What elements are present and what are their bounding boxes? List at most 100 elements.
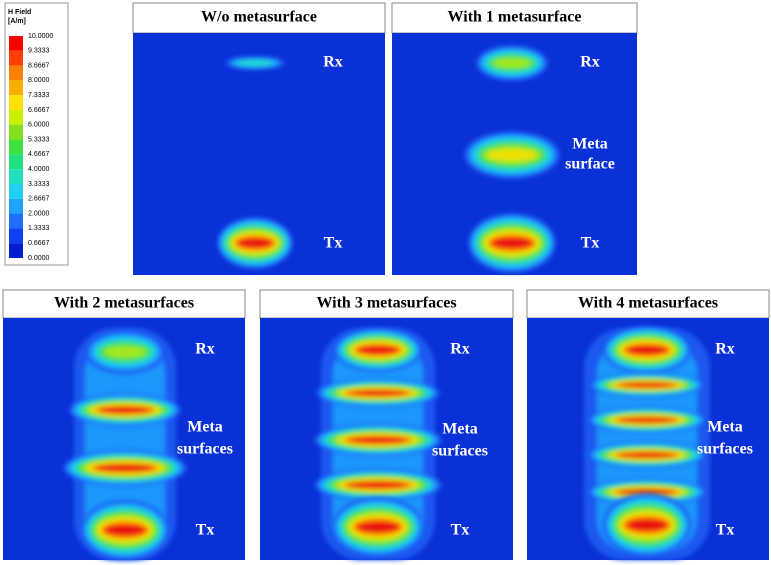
- legend-label: 10.0000: [28, 33, 53, 40]
- panel-title: With 3 metasurfaces: [316, 295, 456, 312]
- legend-swatch: [9, 213, 23, 229]
- field-blob: [464, 131, 560, 179]
- field-contour: [236, 60, 274, 66]
- meta-label: Meta: [572, 136, 608, 153]
- legend-label: 5.3333: [28, 136, 50, 143]
- field-blob: [316, 379, 440, 407]
- field-contour: [349, 390, 407, 396]
- meta-label: Meta: [707, 419, 743, 436]
- field-blob: [603, 493, 691, 557]
- title-box: [132, 2, 386, 34]
- field-contour: [96, 464, 154, 472]
- legend-swatch: [9, 243, 23, 258]
- legend-label: 2.0000: [28, 210, 50, 217]
- legend-label: 0.6667: [28, 240, 50, 247]
- field-blob: [603, 326, 691, 374]
- rx-label: Rx: [195, 341, 215, 358]
- panel-title: With 2 metasurfaces: [54, 295, 194, 312]
- field-contour: [626, 519, 668, 531]
- field-panel: With 3 metasurfaces Rx Meta surfaces Tx: [259, 289, 514, 560]
- tx-label: Tx: [196, 522, 215, 539]
- field-blob: [334, 328, 422, 372]
- legend-swatch: [9, 50, 23, 66]
- field-contour: [348, 482, 408, 488]
- field-blob: [69, 394, 181, 426]
- field-contour: [357, 346, 399, 354]
- legend-label: 7.3333: [28, 92, 50, 99]
- rx-label: Rx: [323, 54, 343, 71]
- field-blob: [314, 469, 442, 501]
- rx-label: Rx: [450, 341, 470, 358]
- field-column: [74, 328, 176, 560]
- legend-label: 8.6667: [28, 62, 50, 69]
- field-contour: [619, 489, 675, 495]
- field-contour: [348, 437, 408, 443]
- legend-swatch: [9, 184, 23, 199]
- legend-swatch: [9, 228, 23, 244]
- field-blob: [332, 497, 424, 557]
- field-blob: [476, 45, 548, 81]
- field-contour: [103, 346, 147, 358]
- field-contour: [104, 524, 146, 536]
- field-blob: [314, 424, 442, 456]
- panel-title: With 4 metasurfaces: [578, 295, 718, 312]
- field-blob: [587, 479, 707, 505]
- tx-label: Tx: [581, 235, 600, 252]
- meta-label: Meta: [187, 419, 223, 436]
- field-panel: With 1 metasurface Rx Meta surface Tx: [391, 2, 638, 275]
- tx-label: Tx: [324, 235, 343, 252]
- field-contour: [626, 345, 668, 355]
- field-contour: [493, 58, 531, 68]
- legend-label: 2.6667: [28, 196, 50, 203]
- field-blob: [587, 442, 707, 468]
- field-contour: [619, 417, 675, 423]
- field-blob: [589, 373, 705, 397]
- field-panel: With 4 metasurfaces Rx Meta surfaces Tx: [526, 289, 770, 560]
- title-box: [259, 289, 514, 319]
- legend-swatch: [9, 139, 23, 155]
- field-contour: [98, 407, 152, 413]
- legend-label: 6.0000: [28, 122, 50, 129]
- tx-label: Tx: [716, 522, 735, 539]
- meta-label: surface: [565, 156, 615, 173]
- legend-label: 4.0000: [28, 166, 50, 173]
- field-blob: [587, 407, 707, 433]
- tx-label: Tx: [451, 522, 470, 539]
- legend-label: 9.3333: [28, 48, 50, 55]
- rx-label: Rx: [580, 54, 600, 71]
- legend-label: 8.0000: [28, 77, 50, 84]
- legend-swatch: [9, 65, 23, 81]
- field-blob: [63, 450, 187, 486]
- legend-title: H Field: [8, 9, 31, 16]
- meta-label: Meta: [442, 421, 478, 438]
- field-panel: W/o metasurface Rx Tx: [132, 2, 386, 275]
- legend-unit: [A/m]: [8, 18, 26, 25]
- legend-swatch: [9, 198, 23, 214]
- meta-label: surfaces: [697, 441, 753, 458]
- field-blob: [85, 330, 165, 374]
- legend-swatch: [9, 169, 23, 184]
- field-blob: [468, 213, 556, 273]
- field-contour: [619, 452, 675, 458]
- legend-label: 3.3333: [28, 181, 50, 188]
- field-contour: [620, 382, 674, 388]
- field-contour: [356, 521, 400, 533]
- field-contour: [85, 343, 165, 550]
- legend-swatch: [9, 124, 23, 140]
- rx-label: Rx: [715, 341, 735, 358]
- field-panel: With 2 metasurfaces Rx Meta surfaces Tx: [2, 289, 246, 560]
- title-box: [391, 2, 638, 34]
- title-box: [526, 289, 770, 319]
- legend-swatch: [9, 80, 23, 96]
- legend-swatch: [9, 95, 23, 110]
- field-blob: [217, 217, 293, 269]
- meta-label: surfaces: [177, 441, 233, 458]
- panel-title: W/o metasurface: [201, 9, 317, 26]
- legend-label: 6.6667: [28, 107, 50, 114]
- field-blob: [81, 500, 169, 560]
- field-contour: [491, 237, 533, 249]
- legend-swatch: [9, 154, 23, 170]
- legend-label: 1.3333: [28, 225, 50, 232]
- panel-title: With 1 metasurface: [448, 9, 582, 26]
